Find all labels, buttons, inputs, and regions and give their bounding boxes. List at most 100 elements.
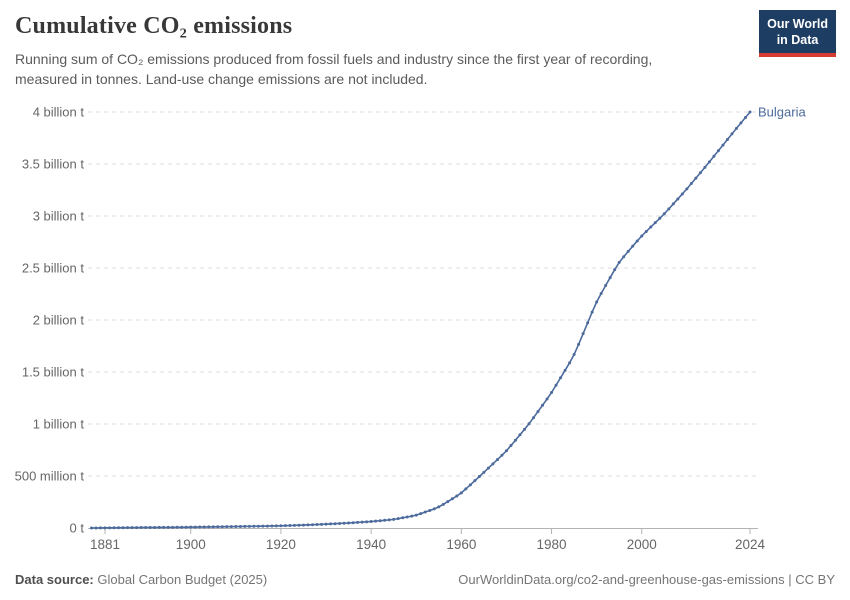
data-point[interactable] xyxy=(112,526,116,530)
data-point[interactable] xyxy=(108,526,112,530)
data-point[interactable] xyxy=(635,239,639,243)
data-point[interactable] xyxy=(184,525,188,529)
data-point[interactable] xyxy=(117,526,121,530)
data-point[interactable] xyxy=(139,526,143,530)
data-point[interactable] xyxy=(360,520,364,524)
data-point[interactable] xyxy=(595,300,599,304)
data-point[interactable] xyxy=(748,110,752,114)
data-point[interactable] xyxy=(342,521,346,525)
data-point[interactable] xyxy=(730,132,734,136)
data-point[interactable] xyxy=(378,519,382,523)
data-point[interactable] xyxy=(464,487,468,491)
data-point[interactable] xyxy=(477,475,481,479)
data-point[interactable] xyxy=(428,508,432,512)
data-point[interactable] xyxy=(568,361,572,365)
data-point[interactable] xyxy=(590,310,594,314)
data-point[interactable] xyxy=(234,525,238,529)
data-point[interactable] xyxy=(482,470,486,474)
data-point[interactable] xyxy=(347,521,351,525)
data-point[interactable] xyxy=(459,491,463,495)
data-point[interactable] xyxy=(649,225,653,229)
data-point[interactable] xyxy=(392,517,396,521)
data-point[interactable] xyxy=(608,276,612,280)
data-point[interactable] xyxy=(671,202,675,206)
data-point[interactable] xyxy=(653,221,657,225)
data-point[interactable] xyxy=(437,505,441,509)
data-point[interactable] xyxy=(712,154,716,158)
data-point[interactable] xyxy=(130,526,134,530)
data-point[interactable] xyxy=(265,524,269,528)
data-point[interactable] xyxy=(572,353,576,357)
data-point[interactable] xyxy=(423,510,427,514)
data-point[interactable] xyxy=(229,525,233,529)
data-point[interactable] xyxy=(644,229,648,233)
data-point[interactable] xyxy=(306,523,310,527)
data-point[interactable] xyxy=(604,284,608,288)
data-point[interactable] xyxy=(338,521,342,525)
data-point[interactable] xyxy=(473,479,477,483)
data-point[interactable] xyxy=(680,192,684,196)
data-point[interactable] xyxy=(450,497,454,501)
data-point[interactable] xyxy=(387,518,391,522)
data-point[interactable] xyxy=(90,526,93,530)
data-point[interactable] xyxy=(622,255,626,259)
owid-logo[interactable]: Our World in Data xyxy=(759,10,836,57)
data-point[interactable] xyxy=(333,522,337,526)
data-point[interactable] xyxy=(369,520,373,524)
data-point[interactable] xyxy=(405,515,409,519)
data-point[interactable] xyxy=(410,514,414,518)
data-point[interactable] xyxy=(202,525,206,529)
data-point[interactable] xyxy=(144,525,148,529)
data-point[interactable] xyxy=(365,520,369,524)
data-point[interactable] xyxy=(256,524,260,528)
data-point[interactable] xyxy=(550,390,554,394)
data-point[interactable] xyxy=(536,410,540,414)
data-point[interactable] xyxy=(351,521,355,525)
data-point[interactable] xyxy=(247,524,251,528)
data-point[interactable] xyxy=(207,525,211,529)
data-point[interactable] xyxy=(617,260,621,264)
data-point[interactable] xyxy=(734,126,738,130)
data-point[interactable] xyxy=(725,137,729,141)
data-point[interactable] xyxy=(288,524,292,528)
data-point[interactable] xyxy=(279,524,283,528)
data-point[interactable] xyxy=(527,422,531,426)
data-point[interactable] xyxy=(162,525,166,529)
data-point[interactable] xyxy=(662,212,666,216)
data-point[interactable] xyxy=(148,525,152,529)
data-point[interactable] xyxy=(513,438,517,442)
data-point[interactable] xyxy=(121,526,125,530)
data-point[interactable] xyxy=(739,121,743,125)
data-point[interactable] xyxy=(532,416,536,420)
data-point[interactable] xyxy=(383,518,387,522)
data-point[interactable] xyxy=(554,383,558,387)
data-point[interactable] xyxy=(716,149,720,153)
data-point[interactable] xyxy=(189,525,193,529)
data-point[interactable] xyxy=(522,427,526,431)
data-point[interactable] xyxy=(324,522,328,526)
data-point[interactable] xyxy=(721,143,725,147)
data-point[interactable] xyxy=(586,321,590,325)
data-point[interactable] xyxy=(486,466,490,470)
data-point[interactable] xyxy=(243,524,247,528)
data-point[interactable] xyxy=(301,523,305,527)
data-point[interactable] xyxy=(216,525,220,529)
data-point[interactable] xyxy=(193,525,197,529)
data-point[interactable] xyxy=(631,244,635,248)
data-point[interactable] xyxy=(225,525,229,529)
data-point[interactable] xyxy=(689,182,693,186)
data-point[interactable] xyxy=(103,526,107,530)
data-point[interactable] xyxy=(545,397,549,401)
data-point[interactable] xyxy=(252,524,256,528)
data-point[interactable] xyxy=(455,494,459,498)
data-point[interactable] xyxy=(126,526,130,530)
data-point[interactable] xyxy=(261,524,265,528)
data-point[interactable] xyxy=(658,216,662,220)
data-point[interactable] xyxy=(577,342,581,346)
data-point[interactable] xyxy=(640,234,644,238)
data-point[interactable] xyxy=(703,165,707,169)
data-point[interactable] xyxy=(676,197,680,201)
series-label[interactable]: Bulgaria xyxy=(758,105,806,120)
data-point[interactable] xyxy=(238,524,242,528)
